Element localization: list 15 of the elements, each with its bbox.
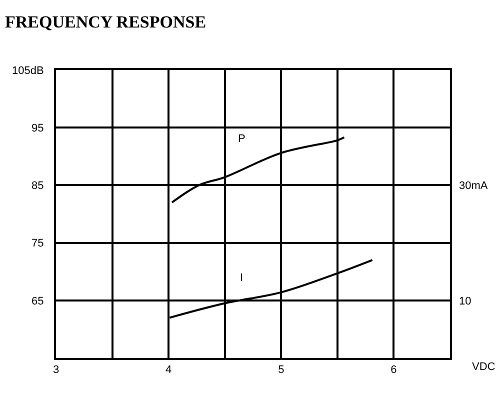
x-tick-label: 4 bbox=[166, 364, 172, 376]
series-label: P bbox=[238, 133, 246, 145]
y-tick-label: 105dB bbox=[12, 64, 44, 77]
y-tick-label: 95 bbox=[32, 122, 44, 134]
x-tick-label: 6 bbox=[390, 364, 397, 376]
series-label: I bbox=[240, 272, 244, 284]
x-tick-label: 5 bbox=[278, 364, 284, 376]
y-tick-label: 85 bbox=[32, 180, 44, 192]
y-tick-label: 75 bbox=[32, 238, 44, 250]
y2-tick-label: 10 bbox=[459, 295, 472, 308]
x-tick-label: 3 bbox=[52, 364, 60, 376]
y-tick-label: 65 bbox=[32, 295, 44, 308]
x-axis-title: VDC bbox=[472, 361, 496, 373]
y2-tick-label: 30mA bbox=[459, 180, 488, 192]
chart-title: FREQUENCY RESPONSE bbox=[5, 12, 206, 32]
